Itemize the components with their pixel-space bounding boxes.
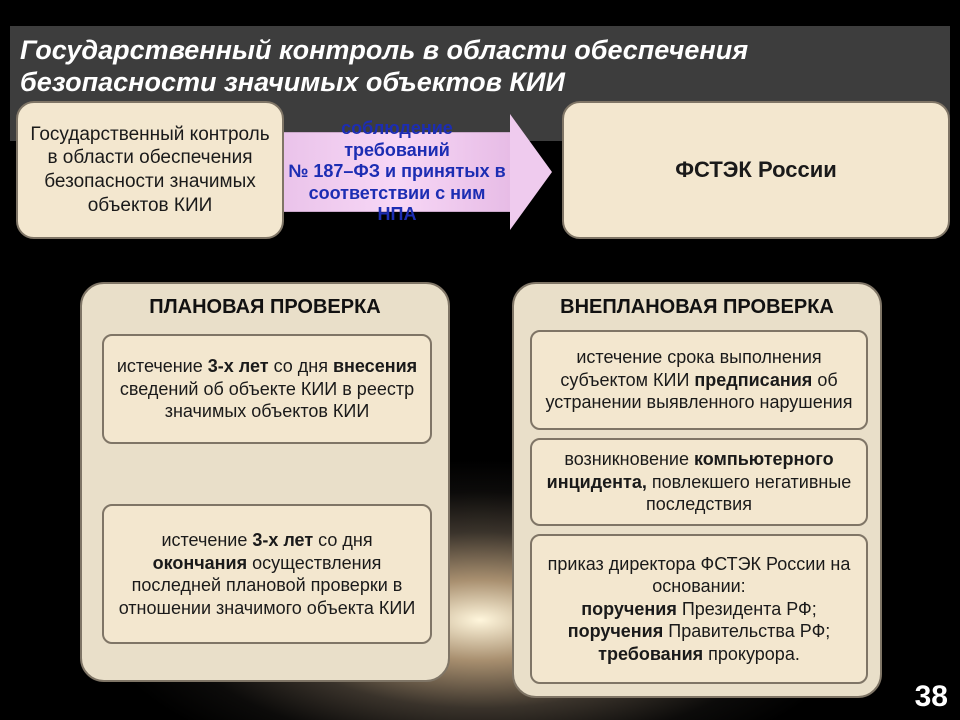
- planned-item-1: истечение 3-х лет со дня внесения сведен…: [102, 334, 432, 444]
- page-number: 38: [915, 680, 948, 714]
- arrow-line3: соответствии с ним НПА: [288, 183, 506, 226]
- arrow-compliance: соблюдение требований № 187–ФЗ и приняты…: [284, 114, 552, 230]
- box-fstek: ФСТЭК России: [562, 101, 950, 239]
- slide-title: Государственный контроль в области обесп…: [20, 35, 748, 97]
- slide-stage: Государственный контроль в области обесп…: [0, 0, 960, 720]
- arrow-text: соблюдение требований № 187–ФЗ и приняты…: [288, 118, 506, 226]
- unplanned-item-2: возникновение компьютерного инцидента, п…: [530, 438, 868, 526]
- box-state-control-text: Государственный контроль в области обесп…: [30, 123, 270, 218]
- box-state-control: Государственный контроль в области обесп…: [16, 101, 284, 239]
- unplanned-item-1: истечение срока выполнения субъектом КИИ…: [530, 330, 868, 430]
- panel-unplanned: ВНЕПЛАНОВАЯ ПРОВЕРКА истечение срока вып…: [512, 282, 882, 698]
- arrow-line2: № 187–ФЗ и принятых в: [288, 161, 506, 183]
- unplanned-3-line1: приказ директора ФСТЭК России на основан…: [544, 553, 854, 598]
- arrow-line1: соблюдение требований: [288, 118, 506, 161]
- box-fstek-text: ФСТЭК России: [675, 156, 837, 184]
- panel-planned-title: ПЛАНОВАЯ ПРОВЕРКА: [82, 296, 448, 319]
- unplanned-item-3: приказ директора ФСТЭК России на основан…: [530, 534, 868, 684]
- panel-planned: ПЛАНОВАЯ ПРОВЕРКА истечение 3-х лет со д…: [80, 282, 450, 682]
- arrow-head-icon: [510, 114, 552, 230]
- planned-item-2: истечение 3-х лет со дня окончания осуще…: [102, 504, 432, 644]
- panel-unplanned-title: ВНЕПЛАНОВАЯ ПРОВЕРКА: [514, 296, 880, 319]
